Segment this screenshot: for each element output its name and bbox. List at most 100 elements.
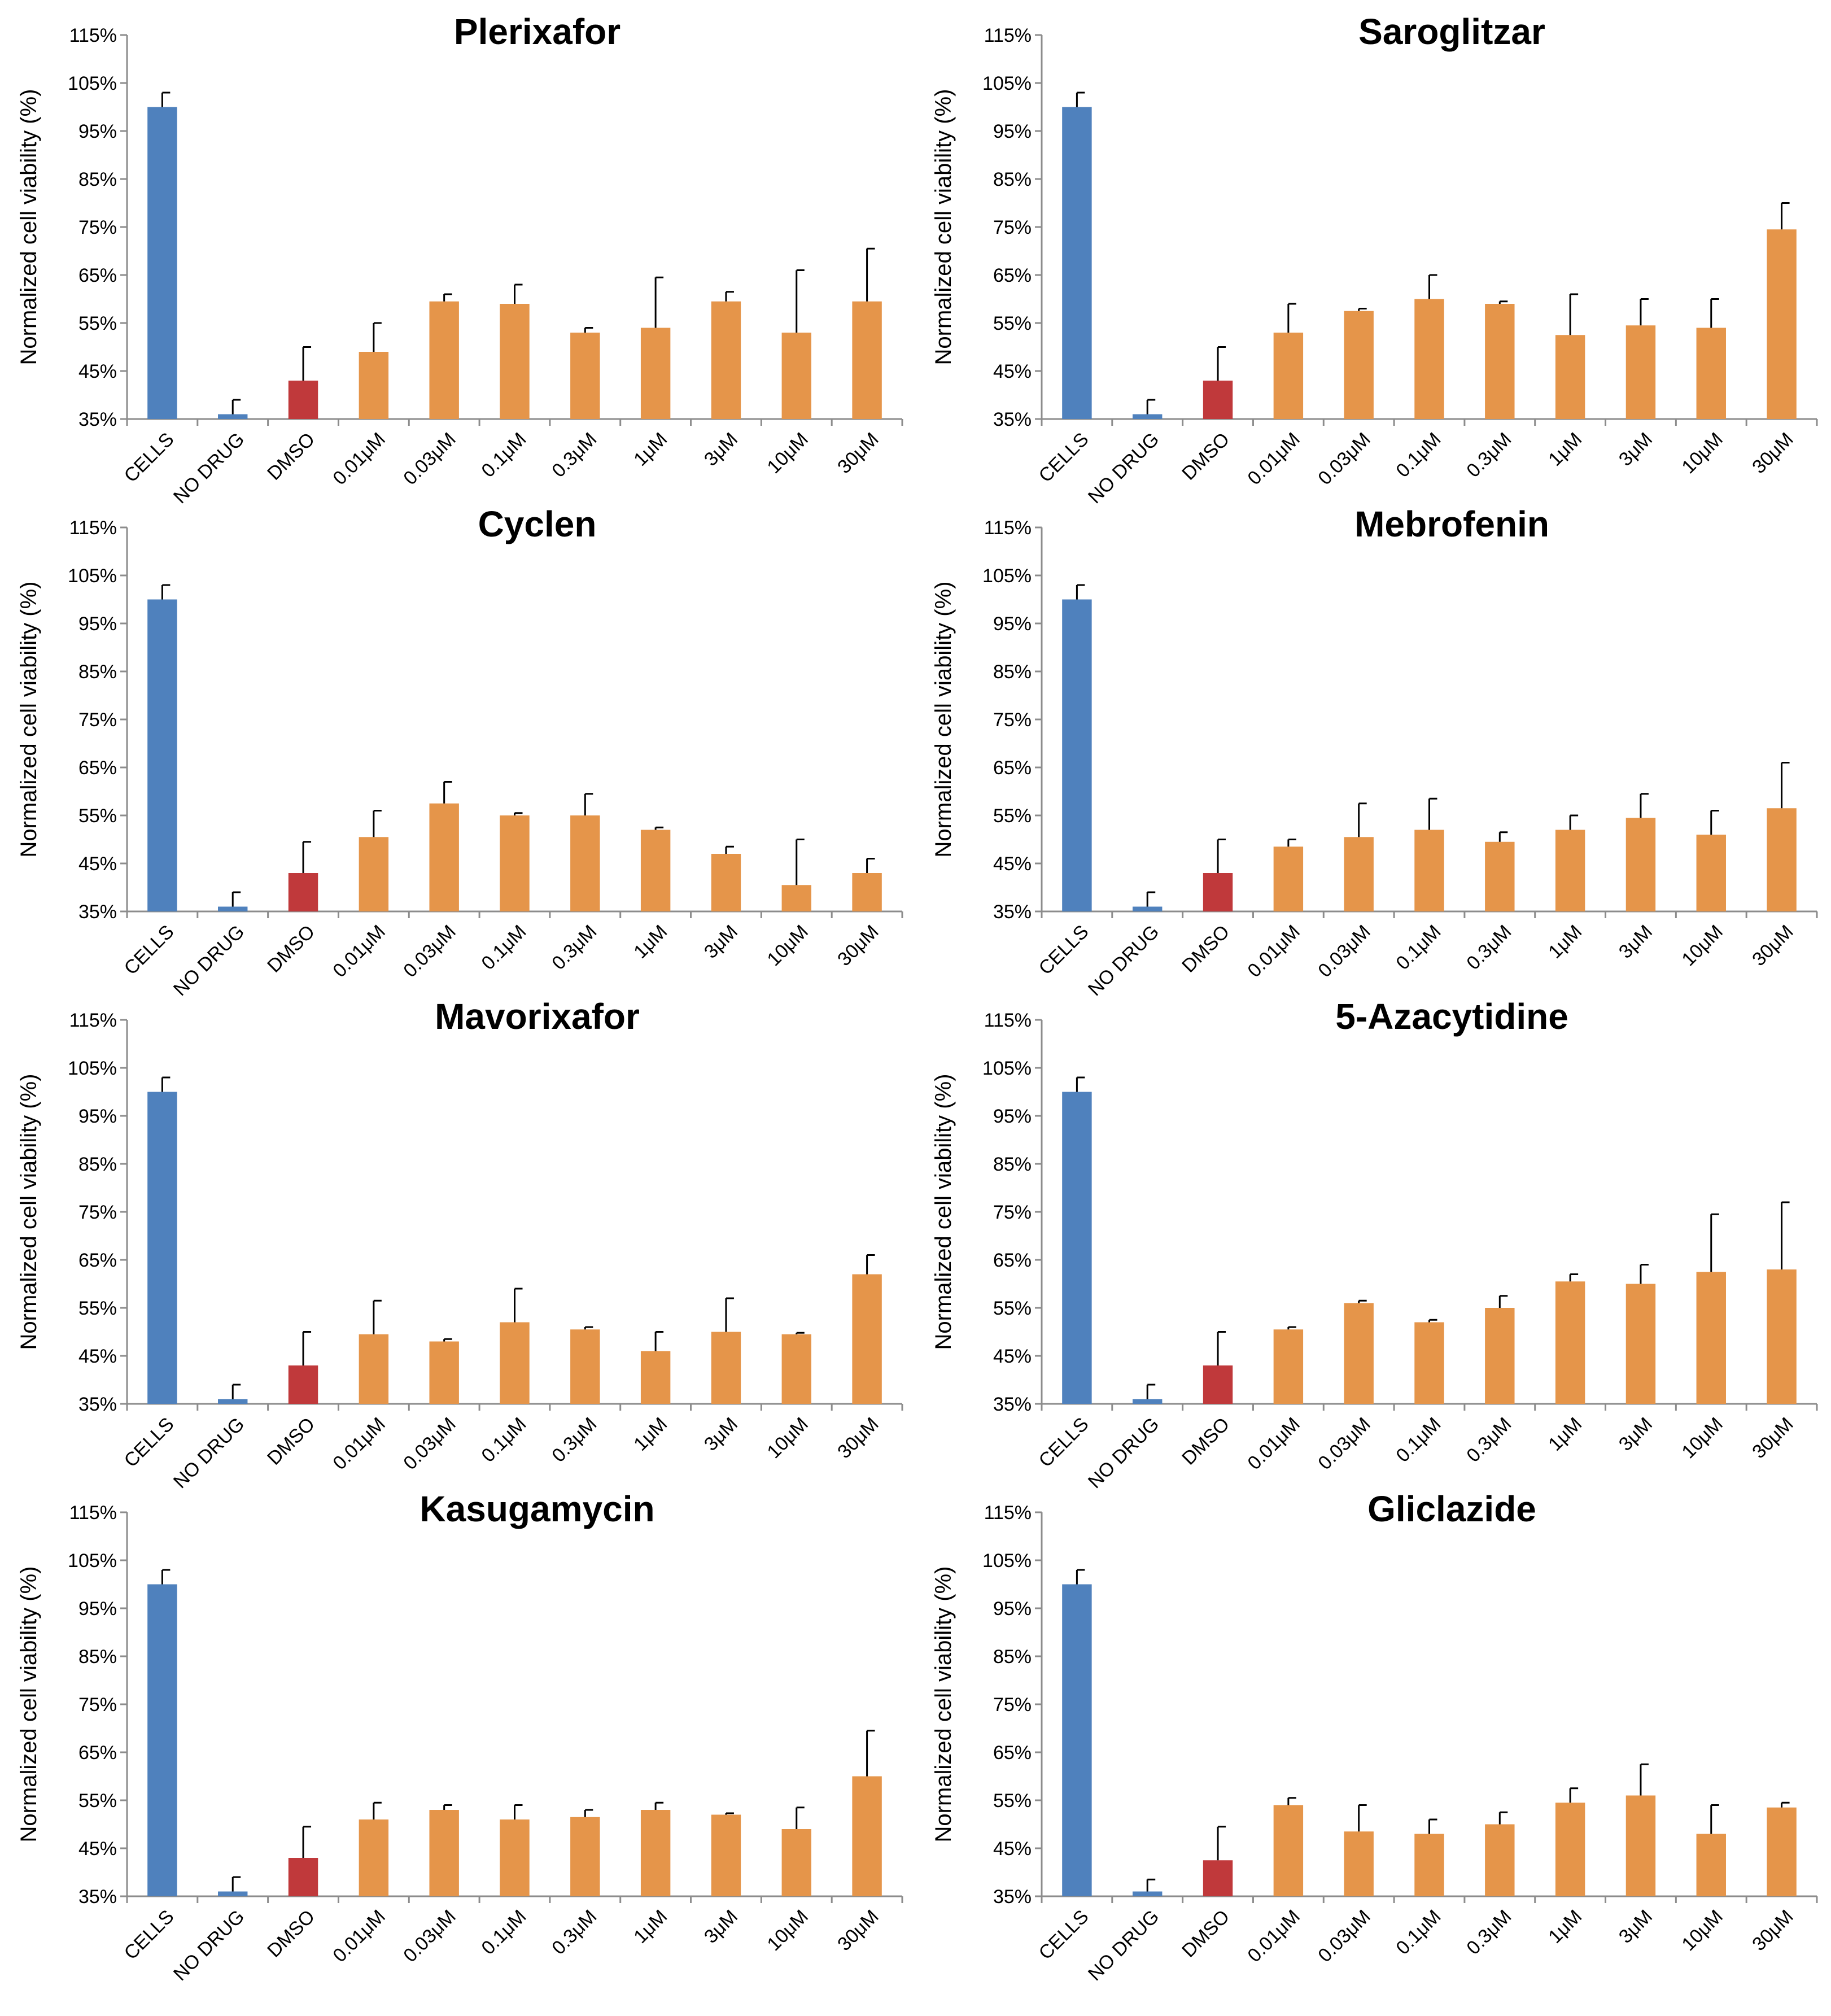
y-tick-label: 55% [993,1790,1032,1812]
bar [711,1332,741,1404]
bar [570,1817,600,1896]
chart-panel-3: Mebrofenin Normalized cell viability (%) 3… [931,504,1818,1000]
x-tick-label: 1μM [630,921,671,963]
bar [781,1829,811,1896]
bar [1203,873,1233,911]
bar [1344,1831,1374,1896]
bar [711,1814,741,1896]
x-tick-label: 10μM [763,1413,812,1463]
y-tick-label: 65% [78,265,117,286]
y-tick-label: 45% [993,853,1032,875]
chart-panel-6: Kasugamycin Normalized cell viability (%)… [16,1489,903,1985]
bar [1203,381,1233,419]
x-tick-label: DMSO [1178,921,1234,977]
x-tick-label: DMSO [1178,1906,1234,1962]
y-tick-label: 75% [993,1202,1032,1223]
chart-panel-0: Plerixafor Normalized cell viability (%) 3… [16,11,903,508]
chart-title: Plerixafor [454,11,620,52]
y-tick-label: 105% [982,565,1032,587]
bar [781,333,811,419]
chart-panel-4: Mavorixafor Normalized cell viability (%)… [16,996,903,1493]
x-tick-label: DMSO [263,1906,319,1962]
y-tick-label: 55% [993,805,1032,827]
y-tick-label: 115% [69,1010,117,1031]
x-tick-label: 0.1μM [477,1413,530,1467]
bar [218,1399,248,1404]
bar [852,301,882,419]
x-tick-label: 0.1μM [477,921,530,974]
bar [1062,1092,1092,1404]
y-tick-label: 35% [78,409,117,430]
y-axis-label: Normalized cell viability (%) [16,1074,41,1350]
x-tick-label: 0.01μM [329,1906,390,1967]
bar [218,1891,248,1896]
y-tick-label: 105% [982,1550,1032,1572]
x-tick-label: 0.3μM [1462,1906,1515,1959]
x-tick-label: 0.1μM [1392,921,1445,974]
y-tick-label: 65% [993,265,1032,286]
bar [1062,107,1092,419]
x-tick-label: 0.01μM [1243,429,1304,490]
x-tick-label: 30μM [833,921,882,970]
bar [1062,599,1092,911]
y-tick-label: 35% [78,1886,117,1908]
bar [288,381,318,419]
x-tick-label: 0.03μM [1314,1906,1375,1967]
bar [500,1819,530,1896]
x-tick-label: 10μM [763,921,812,970]
bar [640,328,671,419]
y-tick-label: 105% [982,73,1032,94]
chart-panel-2: Cyclen Normalized cell viability (%) 35% 45… [16,504,903,1000]
chart-title: Cyclen [478,504,597,544]
y-tick-label: 65% [78,1250,117,1271]
x-tick-label: 0.01μM [1243,921,1304,982]
x-tick-label: 0.03μM [1314,921,1375,982]
y-tick-label: 65% [993,1742,1032,1764]
y-tick-label: 105% [982,1058,1032,1079]
bar [1344,837,1374,911]
x-tick-label: CELLS [1034,1906,1093,1964]
bar [1414,830,1444,911]
x-tick-label: DMSO [1178,1413,1234,1469]
x-tick-label: 0.3μM [1462,429,1515,482]
bar [781,1334,811,1404]
y-tick-label: 95% [993,121,1032,142]
y-axis-label: Normalized cell viability (%) [931,89,956,365]
y-tick-label: 85% [993,1646,1032,1668]
x-tick-label: 1μM [1544,921,1586,963]
bar [1767,1807,1797,1896]
x-tick-label: 3μM [1615,921,1657,963]
y-axis-label: Normalized cell viability (%) [931,1074,956,1350]
x-tick-label: 0.03μM [1314,1413,1375,1474]
y-tick-label: 105% [68,1058,117,1079]
bar [570,815,600,911]
y-tick-label: 105% [68,73,117,94]
x-tick-label: 0.1μM [477,429,530,482]
x-tick-label: 10μM [763,429,812,478]
x-tick-label: 1μM [1544,1413,1586,1455]
bar [1485,1824,1515,1896]
bar [147,599,177,911]
y-tick-label: 75% [78,709,117,731]
y-axis-label: Normalized cell viability (%) [16,1566,41,1842]
y-tick-label: 65% [78,1742,117,1764]
y-tick-label: 45% [993,1346,1032,1367]
x-tick-label: 0.03μM [1314,429,1375,490]
bar [1273,846,1304,911]
bar [1767,1269,1797,1404]
x-tick-label: 0.01μM [1243,1413,1304,1474]
y-tick-label: 85% [78,169,117,190]
x-tick-label: 0.01μM [329,921,390,982]
y-tick-label: 115% [69,1502,117,1524]
y-tick-label: 45% [78,1346,117,1367]
bar [429,1341,459,1404]
y-tick-label: 105% [68,1550,117,1572]
bar [1133,414,1163,419]
bar [288,873,318,911]
bar [1696,835,1726,911]
y-tick-label: 95% [78,613,117,635]
bar [500,304,530,419]
bar [1344,1303,1374,1404]
x-tick-label: 0.1μM [1392,1413,1445,1467]
